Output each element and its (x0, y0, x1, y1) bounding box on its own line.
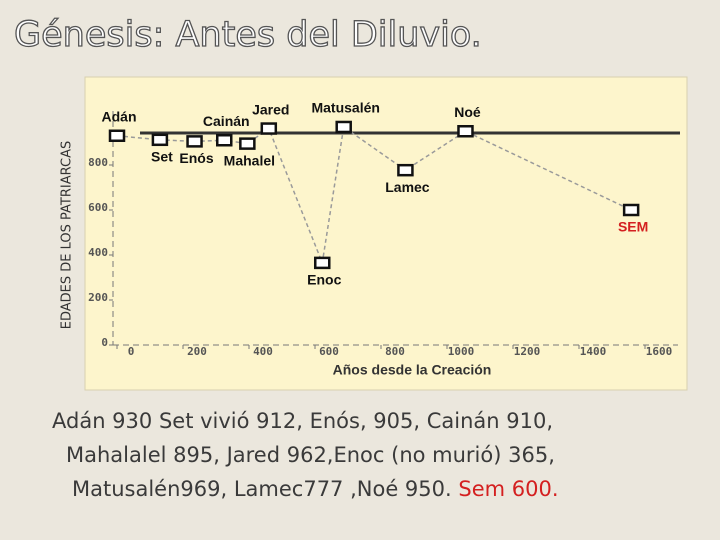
point-label: Enoc (307, 272, 341, 288)
x-tick-label: 600 (319, 345, 339, 358)
x-tick-label: 200 (187, 345, 207, 358)
point-marker (108, 129, 126, 142)
x-tick-label: 800 (385, 345, 405, 358)
y-tick-label: 400 (88, 246, 108, 259)
y-tick-label: 200 (88, 291, 108, 304)
caption-text: Matusalén969, Lamec777 ,Noé 950. (72, 477, 452, 501)
caption-text: Adán 930 Set vivió 912, Enós, 905, Cainá… (52, 409, 553, 433)
caption-line: Matusalén969, Lamec777 ,Noé 950. Sem 600… (72, 477, 559, 501)
point-label: Matusalén (311, 100, 379, 116)
x-tick-label: 1400 (580, 345, 607, 358)
point-label: Lamec (385, 179, 430, 195)
y-axis-label: EDADES DE LOS PATRIARCAS (60, 141, 75, 329)
y-tick-label: 800 (88, 156, 108, 169)
y-tick-label: 600 (88, 201, 108, 214)
point-label: SEM (618, 219, 648, 235)
x-tick-label: 1600 (646, 345, 673, 358)
point-label: Jared (252, 101, 289, 117)
caption-line: Adán 930 Set vivió 912, Enós, 905, Cainá… (52, 409, 553, 433)
point-marker (239, 137, 256, 150)
point-label: Noé (454, 104, 481, 120)
y-tick-label: 0 (101, 336, 108, 349)
point-label: Mahalel (224, 152, 275, 168)
x-tick-label: 0 (128, 345, 135, 358)
point-marker (151, 133, 169, 147)
point-marker (314, 256, 331, 270)
caption: Adán 930 Set vivió 912, Enós, 905, Cainá… (52, 409, 559, 501)
point-marker (216, 134, 233, 147)
x-tick-label: 1200 (514, 345, 541, 358)
point-marker (186, 135, 203, 148)
caption-text: Mahalalel 895, Jared 962,Enoc (no murió)… (66, 443, 555, 467)
x-axis-label: Años desde la Creación (333, 362, 492, 378)
caption-highlight: Sem 600. (458, 477, 558, 501)
point-label: Set (151, 149, 173, 165)
point-label: Adán (102, 108, 137, 124)
point-label: Enós (179, 150, 213, 166)
x-tick-label: 400 (253, 345, 273, 358)
point-marker (622, 203, 640, 217)
point-marker (457, 125, 474, 138)
x-tick-label: 1000 (448, 345, 475, 358)
point-marker (335, 120, 352, 134)
caption-line: Mahalalel 895, Jared 962,Enoc (no murió)… (66, 443, 555, 467)
point-marker (260, 122, 278, 135)
slide-title: Génesis: Antes del Diluvio. (14, 15, 482, 55)
chart-panel (84, 76, 688, 391)
point-marker (397, 163, 414, 177)
point-label: Cainán (203, 113, 250, 129)
